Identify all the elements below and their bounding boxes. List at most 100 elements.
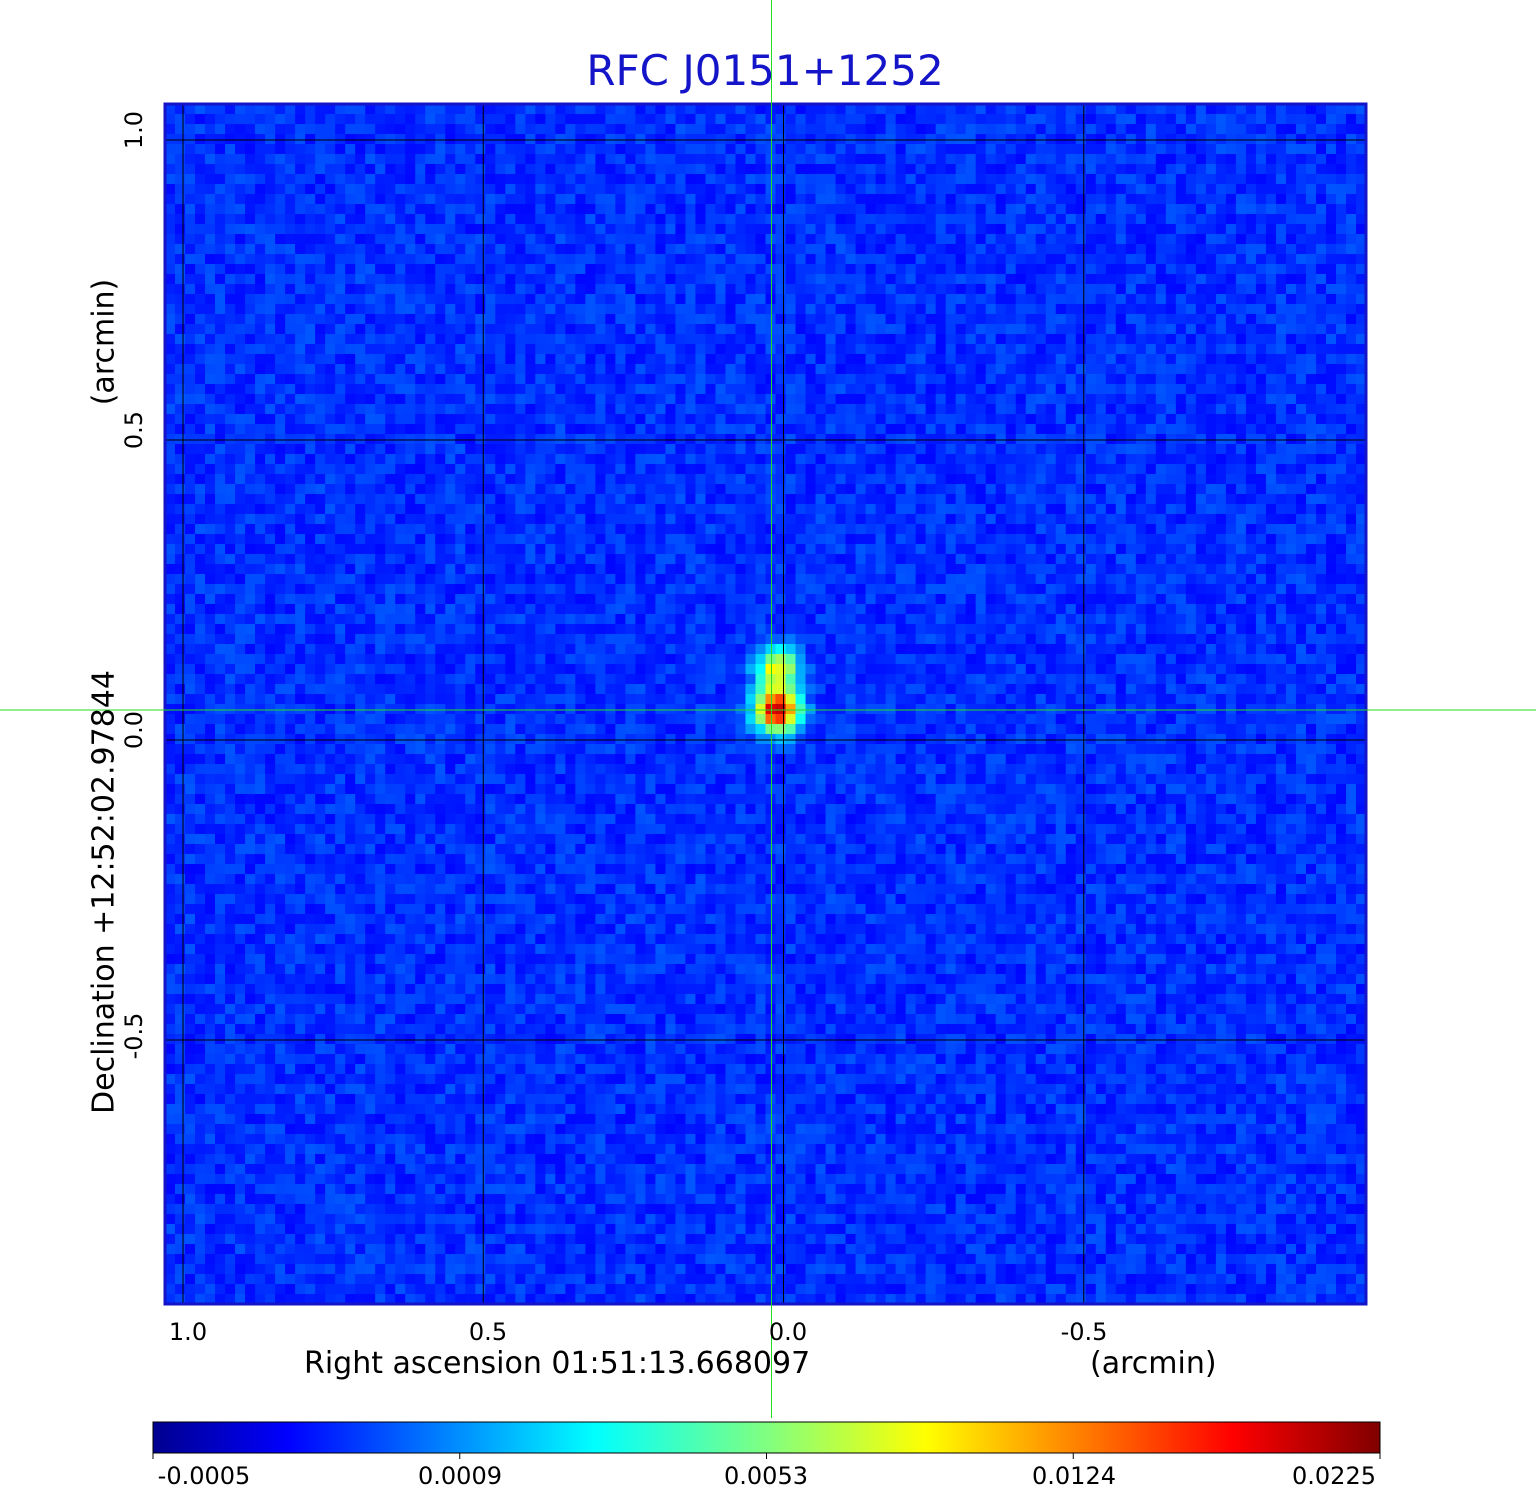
heatmap-cell bbox=[1335, 344, 1347, 355]
heatmap-cell bbox=[365, 194, 376, 205]
heatmap-cell bbox=[345, 284, 356, 295]
heatmap-cell bbox=[1235, 174, 1247, 185]
heatmap-cell bbox=[1255, 144, 1267, 155]
heatmap-cell bbox=[915, 114, 927, 125]
heatmap-cell bbox=[1225, 464, 1237, 475]
heatmap-cell bbox=[195, 414, 206, 425]
heatmap-cell bbox=[1165, 264, 1177, 275]
heatmap-cell bbox=[775, 294, 787, 305]
heatmap-cell bbox=[645, 314, 657, 325]
heatmap-cell bbox=[185, 274, 196, 285]
heatmap-cell bbox=[225, 364, 236, 375]
heatmap-cell bbox=[1175, 354, 1187, 365]
heatmap-cell bbox=[1255, 464, 1267, 475]
heatmap-cell bbox=[435, 284, 446, 295]
heatmap-cell bbox=[635, 384, 646, 395]
heatmap-cell bbox=[975, 324, 987, 335]
heatmap-cell bbox=[215, 204, 226, 215]
heatmap-cell bbox=[675, 354, 687, 365]
heatmap-cell bbox=[465, 174, 476, 185]
heatmap-cell bbox=[195, 154, 206, 165]
heatmap-cell bbox=[1155, 214, 1167, 225]
heatmap-cell bbox=[375, 164, 386, 175]
heatmap-cell bbox=[685, 394, 697, 405]
heatmap-cell bbox=[745, 104, 757, 115]
heatmap-cell bbox=[215, 314, 226, 325]
heatmap-cell bbox=[1105, 384, 1117, 395]
heatmap-cell bbox=[1005, 304, 1017, 315]
heatmap-cell bbox=[1295, 144, 1307, 155]
heatmap-cell bbox=[495, 474, 506, 485]
heatmap-cell bbox=[1035, 434, 1047, 445]
heatmap-cell bbox=[965, 254, 977, 265]
heatmap-cell bbox=[1335, 414, 1347, 425]
heatmap-cell bbox=[385, 244, 396, 255]
heatmap-cell bbox=[345, 114, 356, 125]
heatmap-cell bbox=[345, 384, 356, 395]
heatmap-cell bbox=[1115, 334, 1127, 345]
heatmap-cell bbox=[1335, 334, 1347, 345]
heatmap-cell bbox=[445, 224, 456, 235]
heatmap-cell bbox=[855, 434, 867, 445]
heatmap-cell bbox=[365, 394, 376, 405]
heatmap-cell bbox=[1285, 434, 1297, 445]
heatmap-cell bbox=[625, 444, 636, 455]
heatmap-cell bbox=[675, 314, 687, 325]
heatmap-cell bbox=[235, 124, 246, 135]
heatmap-cell bbox=[445, 234, 456, 245]
heatmap-cell bbox=[725, 494, 737, 505]
heatmap-cell bbox=[755, 474, 767, 485]
heatmap-cell bbox=[695, 384, 707, 395]
heatmap-cell bbox=[965, 274, 977, 285]
heatmap-cell bbox=[185, 514, 196, 525]
heatmap-cell bbox=[965, 424, 977, 435]
heatmap-cell bbox=[225, 374, 236, 385]
heatmap-cell bbox=[165, 424, 176, 435]
heatmap-cell bbox=[375, 374, 386, 385]
heatmap-cell bbox=[575, 104, 586, 115]
heatmap-cell bbox=[725, 214, 737, 225]
heatmap-cell bbox=[945, 104, 957, 115]
heatmap-cell bbox=[555, 104, 566, 115]
heatmap-cell bbox=[675, 514, 687, 525]
heatmap-cell bbox=[1135, 184, 1147, 195]
heatmap-cell bbox=[565, 254, 576, 265]
heatmap-cell bbox=[1055, 274, 1067, 285]
heatmap-cell bbox=[465, 114, 476, 125]
heatmap-cell bbox=[265, 254, 276, 265]
heatmap-cell bbox=[345, 144, 356, 155]
heatmap-cell bbox=[605, 514, 616, 525]
heatmap-cell bbox=[985, 364, 997, 375]
heatmap-cell bbox=[315, 454, 326, 465]
heatmap-cell bbox=[655, 514, 667, 525]
heatmap-cell bbox=[605, 134, 616, 145]
heatmap-cell bbox=[225, 464, 236, 475]
heatmap-cell bbox=[715, 244, 727, 255]
heatmap-cell bbox=[685, 174, 697, 185]
heatmap-cell bbox=[1105, 234, 1117, 245]
heatmap-cell bbox=[1225, 104, 1237, 115]
heatmap-cell bbox=[235, 184, 246, 195]
heatmap-cell bbox=[245, 484, 256, 495]
heatmap-cell bbox=[1035, 414, 1047, 425]
heatmap-cell bbox=[1245, 384, 1257, 395]
heatmap-cell bbox=[775, 484, 787, 495]
heatmap-cell bbox=[665, 284, 677, 295]
heatmap-cell bbox=[315, 144, 326, 155]
heatmap-cell bbox=[1135, 454, 1147, 465]
heatmap-cell bbox=[205, 334, 216, 345]
heatmap-cell bbox=[1065, 134, 1077, 145]
heatmap-cell bbox=[905, 314, 917, 325]
heatmap-cell bbox=[555, 124, 566, 135]
heatmap-cell bbox=[915, 194, 927, 205]
heatmap-cell bbox=[1245, 344, 1257, 355]
heatmap-cell bbox=[645, 334, 657, 345]
heatmap-cell bbox=[825, 504, 837, 515]
heatmap-cell bbox=[1125, 294, 1137, 305]
heatmap-cell bbox=[755, 374, 767, 385]
heatmap-cell bbox=[565, 204, 576, 215]
heatmap-cell bbox=[1145, 184, 1157, 195]
heatmap-cell bbox=[825, 254, 837, 265]
heatmap-cell bbox=[345, 464, 356, 475]
heatmap-cell bbox=[405, 444, 416, 455]
